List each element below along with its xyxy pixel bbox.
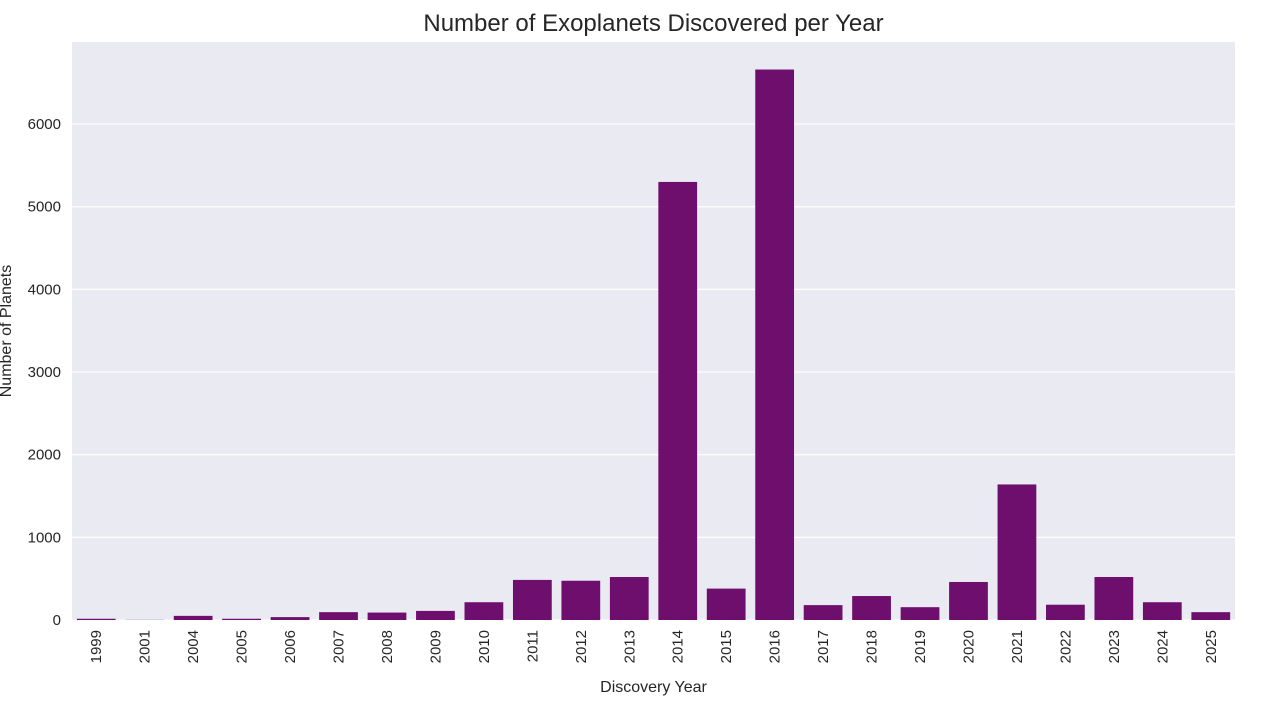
x-tick-label: 2019 (912, 630, 929, 663)
x-tick-label: 2001 (137, 630, 154, 663)
bar-2009 (416, 610, 455, 620)
x-tick-label: 2011 (524, 630, 541, 662)
x-tick-label: 2024 (1154, 630, 1171, 663)
bar-2022 (1046, 604, 1085, 620)
bar-2021 (997, 484, 1037, 620)
x-tick-label: 2008 (379, 630, 396, 663)
bar-2015 (706, 588, 746, 620)
plot-area (72, 42, 1235, 620)
bar-2006 (270, 617, 310, 620)
y-tick-label: 6000 (28, 116, 61, 133)
x-tick-label: 2023 (1106, 630, 1123, 663)
bar-2010 (464, 602, 504, 620)
x-tick-label: 2007 (331, 630, 348, 663)
x-tick-label: 2025 (1203, 630, 1220, 663)
y-tick-label: 3000 (28, 364, 61, 381)
x-tick-label: 2009 (427, 630, 444, 663)
bar-2008 (367, 612, 407, 620)
x-tick-label: 2016 (767, 630, 784, 663)
y-tick-label: 4000 (28, 281, 61, 298)
bar-2017 (803, 605, 843, 620)
x-tick-label: 2020 (960, 630, 977, 663)
chart-title: Number of Exoplanets Discovered per Year (423, 10, 883, 37)
bar-2007 (319, 612, 358, 620)
x-axis-ticks: 1999 2001 2004 2005 2006 2007 2008 2009 2010 2011… (88, 630, 1220, 663)
x-tick-label: 2013 (621, 630, 638, 663)
bar-2005 (222, 618, 261, 620)
bar-2013 (609, 577, 649, 620)
bar-1999 (76, 618, 116, 620)
bar-2023 (1094, 577, 1134, 620)
bar-2018 (852, 596, 891, 620)
y-axis-ticks: 0 1000 2000 3000 4000 5000 6000 (28, 116, 61, 629)
bar-2011 (512, 579, 552, 620)
bar-2014 (658, 181, 698, 621)
bar-2019 (900, 607, 940, 620)
x-tick-label: 2021 (1009, 630, 1026, 663)
y-tick-label: 1000 (28, 529, 61, 546)
gridlines (72, 123, 1235, 621)
y-tick-label: 0 (53, 612, 61, 629)
x-tick-label: 1999 (88, 630, 105, 663)
x-tick-label: 2005 (234, 630, 251, 663)
bar-2020 (949, 581, 988, 620)
y-tick-label: 2000 (28, 447, 61, 464)
x-tick-label: 2014 (670, 630, 687, 663)
bar-2004 (173, 615, 213, 620)
x-axis-label: Discovery Year (600, 679, 707, 696)
x-tick-label: 2017 (815, 630, 832, 663)
bar-2016 (755, 69, 795, 621)
x-tick-label: 2006 (282, 630, 299, 663)
bar-2012 (561, 580, 601, 620)
bar-2024 (1142, 602, 1182, 620)
bar-2025 (1191, 612, 1231, 620)
bars (76, 69, 1231, 621)
y-tick-label: 5000 (28, 199, 61, 216)
x-tick-label: 2015 (718, 630, 735, 663)
x-tick-label: 2018 (864, 630, 881, 663)
x-tick-label: 2004 (185, 630, 202, 663)
x-tick-label: 2022 (1057, 630, 1074, 663)
x-tick-label: 2012 (573, 630, 590, 663)
x-tick-label: 2010 (476, 630, 493, 663)
y-axis-label: Number of Planets (0, 265, 15, 398)
